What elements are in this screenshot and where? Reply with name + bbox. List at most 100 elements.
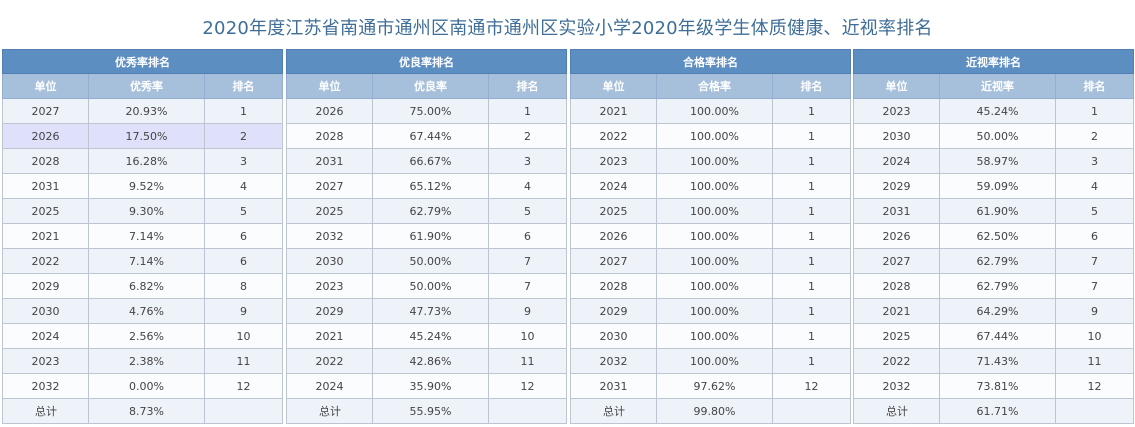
rate-cell: 62.79% bbox=[939, 273, 1056, 299]
rate-cell: 16.28% bbox=[88, 148, 205, 174]
table-row[interactable]: 2032 61.90% 6 bbox=[286, 223, 568, 249]
unit-cell: 2024 bbox=[286, 373, 373, 399]
column-header-rank[interactable]: 排名 bbox=[487, 73, 568, 99]
unit-cell: 2023 bbox=[286, 273, 373, 299]
rate-cell: 62.79% bbox=[939, 248, 1056, 274]
table-row[interactable]: 2026 100.00% 1 bbox=[570, 223, 852, 249]
unit-cell: 2029 bbox=[853, 173, 940, 199]
unit-cell: 2028 bbox=[286, 123, 373, 149]
rate-cell: 17.50% bbox=[88, 123, 205, 149]
rank-cell: 1 bbox=[771, 173, 852, 199]
table-row[interactable]: 2031 97.62% 12 bbox=[570, 373, 852, 399]
table-row[interactable]: 2023 100.00% 1 bbox=[570, 148, 852, 174]
table-row[interactable]: 2030 100.00% 1 bbox=[570, 323, 852, 349]
table-row[interactable]: 2024 35.90% 12 bbox=[286, 373, 568, 399]
rank-cell: 1 bbox=[771, 223, 852, 249]
table-row[interactable]: 2029 59.09% 4 bbox=[853, 173, 1135, 199]
table-row[interactable]: 2023 50.00% 7 bbox=[286, 273, 568, 299]
table-row[interactable]: 2026 62.50% 6 bbox=[853, 223, 1135, 249]
table-row[interactable]: 2029 47.73% 9 bbox=[286, 298, 568, 324]
rank-cell: 2 bbox=[203, 123, 284, 149]
column-header-unit[interactable]: 单位 bbox=[2, 73, 89, 99]
table-row[interactable]: 2024 2.56% 10 bbox=[2, 323, 284, 349]
table-row[interactable]: 2027 20.93% 1 bbox=[2, 98, 284, 124]
table-row[interactable]: 2029 100.00% 1 bbox=[570, 298, 852, 324]
table-row[interactable]: 2022 100.00% 1 bbox=[570, 123, 852, 149]
total-label: 总计 bbox=[2, 398, 89, 424]
table-row[interactable]: 2025 9.30% 5 bbox=[2, 198, 284, 224]
table-row[interactable]: 2021 45.24% 10 bbox=[286, 323, 568, 349]
table-row[interactable]: 2030 50.00% 7 bbox=[286, 248, 568, 274]
table-row[interactable]: 2028 16.28% 3 bbox=[2, 148, 284, 174]
rank-cell: 4 bbox=[487, 173, 568, 199]
table-row[interactable]: 2025 100.00% 1 bbox=[570, 198, 852, 224]
rank-cell: 6 bbox=[487, 223, 568, 249]
column-header-rank[interactable]: 排名 bbox=[771, 73, 852, 99]
rank-cell: 7 bbox=[487, 273, 568, 299]
column-header-rate[interactable]: 合格率 bbox=[656, 73, 773, 99]
rank-cell: 9 bbox=[487, 298, 568, 324]
rate-cell: 100.00% bbox=[656, 98, 773, 124]
table-row[interactable]: 2028 100.00% 1 bbox=[570, 273, 852, 299]
table-row[interactable]: 2028 67.44% 2 bbox=[286, 123, 568, 149]
table-row[interactable]: 2030 4.76% 9 bbox=[2, 298, 284, 324]
rank-cell: 1 bbox=[771, 273, 852, 299]
unit-cell: 2021 bbox=[853, 298, 940, 324]
table-row[interactable]: 2026 75.00% 1 bbox=[286, 98, 568, 124]
table-row[interactable]: 2022 42.86% 11 bbox=[286, 348, 568, 374]
table-row[interactable]: 2024 100.00% 1 bbox=[570, 173, 852, 199]
table-caption: 优良率排名 bbox=[285, 49, 568, 74]
rate-cell: 4.76% bbox=[88, 298, 205, 324]
table-row[interactable]: 2027 62.79% 7 bbox=[853, 248, 1135, 274]
table-row[interactable]: 2032 100.00% 1 bbox=[570, 348, 852, 374]
excellent-rate-table: 优秀率排名 单位 优秀率 排名 2027 20.93% 1 2026 17.50% 2 20… bbox=[1, 49, 284, 424]
table-row[interactable]: 2022 7.14% 6 bbox=[2, 248, 284, 274]
table-row[interactable]: 2023 45.24% 1 bbox=[853, 98, 1135, 124]
table-row[interactable]: 2024 58.97% 3 bbox=[853, 148, 1135, 174]
table-row[interactable]: 2021 100.00% 1 bbox=[570, 98, 852, 124]
column-header-rate[interactable]: 近视率 bbox=[939, 73, 1056, 99]
table-row[interactable]: 2031 66.67% 3 bbox=[286, 148, 568, 174]
table-row[interactable]: 2032 0.00% 12 bbox=[2, 373, 284, 399]
rank-cell: 7 bbox=[487, 248, 568, 274]
column-header-unit[interactable]: 单位 bbox=[286, 73, 373, 99]
rank-cell: 4 bbox=[203, 173, 284, 199]
rank-cell: 7 bbox=[1054, 273, 1135, 299]
table-row[interactable]: 2027 65.12% 4 bbox=[286, 173, 568, 199]
total-label: 总计 bbox=[570, 398, 657, 424]
table-row[interactable]: 2025 67.44% 10 bbox=[853, 323, 1135, 349]
rate-cell: 73.81% bbox=[939, 373, 1056, 399]
column-header-unit[interactable]: 单位 bbox=[570, 73, 657, 99]
table-row[interactable]: 2025 62.79% 5 bbox=[286, 198, 568, 224]
table-row[interactable]: 2032 73.81% 12 bbox=[853, 373, 1135, 399]
table-row[interactable]: 2027 100.00% 1 bbox=[570, 248, 852, 274]
unit-cell: 2021 bbox=[2, 223, 89, 249]
column-header-rate[interactable]: 优良率 bbox=[372, 73, 489, 99]
table-row[interactable]: 2031 9.52% 4 bbox=[2, 173, 284, 199]
table-row[interactable]: 2031 61.90% 5 bbox=[853, 198, 1135, 224]
rate-cell: 45.24% bbox=[372, 323, 489, 349]
table-row[interactable]: 2030 50.00% 2 bbox=[853, 123, 1135, 149]
table-row[interactable]: 2022 71.43% 11 bbox=[853, 348, 1135, 374]
column-header-rate[interactable]: 优秀率 bbox=[88, 73, 205, 99]
rank-cell: 1 bbox=[1054, 98, 1135, 124]
table-row[interactable]: 2023 2.38% 11 bbox=[2, 348, 284, 374]
rank-cell: 1 bbox=[771, 248, 852, 274]
table-row[interactable]: 2026 17.50% 2 bbox=[2, 123, 284, 149]
rate-cell: 100.00% bbox=[656, 123, 773, 149]
rank-cell: 1 bbox=[771, 198, 852, 224]
column-header-unit[interactable]: 单位 bbox=[853, 73, 940, 99]
myopia-rate-table: 近视率排名 单位 近视率 排名 2023 45.24% 1 2030 50.00% 2 20… bbox=[852, 49, 1135, 424]
column-header-rank[interactable]: 排名 bbox=[203, 73, 284, 99]
rate-cell: 61.90% bbox=[372, 223, 489, 249]
table-row[interactable]: 2021 64.29% 9 bbox=[853, 298, 1135, 324]
table-row[interactable]: 2029 6.82% 8 bbox=[2, 273, 284, 299]
unit-cell: 2024 bbox=[853, 148, 940, 174]
rank-cell: 6 bbox=[1054, 223, 1135, 249]
table-row[interactable]: 2021 7.14% 6 bbox=[2, 223, 284, 249]
column-header-rank[interactable]: 排名 bbox=[1054, 73, 1135, 99]
table-row[interactable]: 2028 62.79% 7 bbox=[853, 273, 1135, 299]
total-rank-cell bbox=[771, 398, 852, 424]
rank-cell: 1 bbox=[203, 98, 284, 124]
rate-cell: 9.52% bbox=[88, 173, 205, 199]
